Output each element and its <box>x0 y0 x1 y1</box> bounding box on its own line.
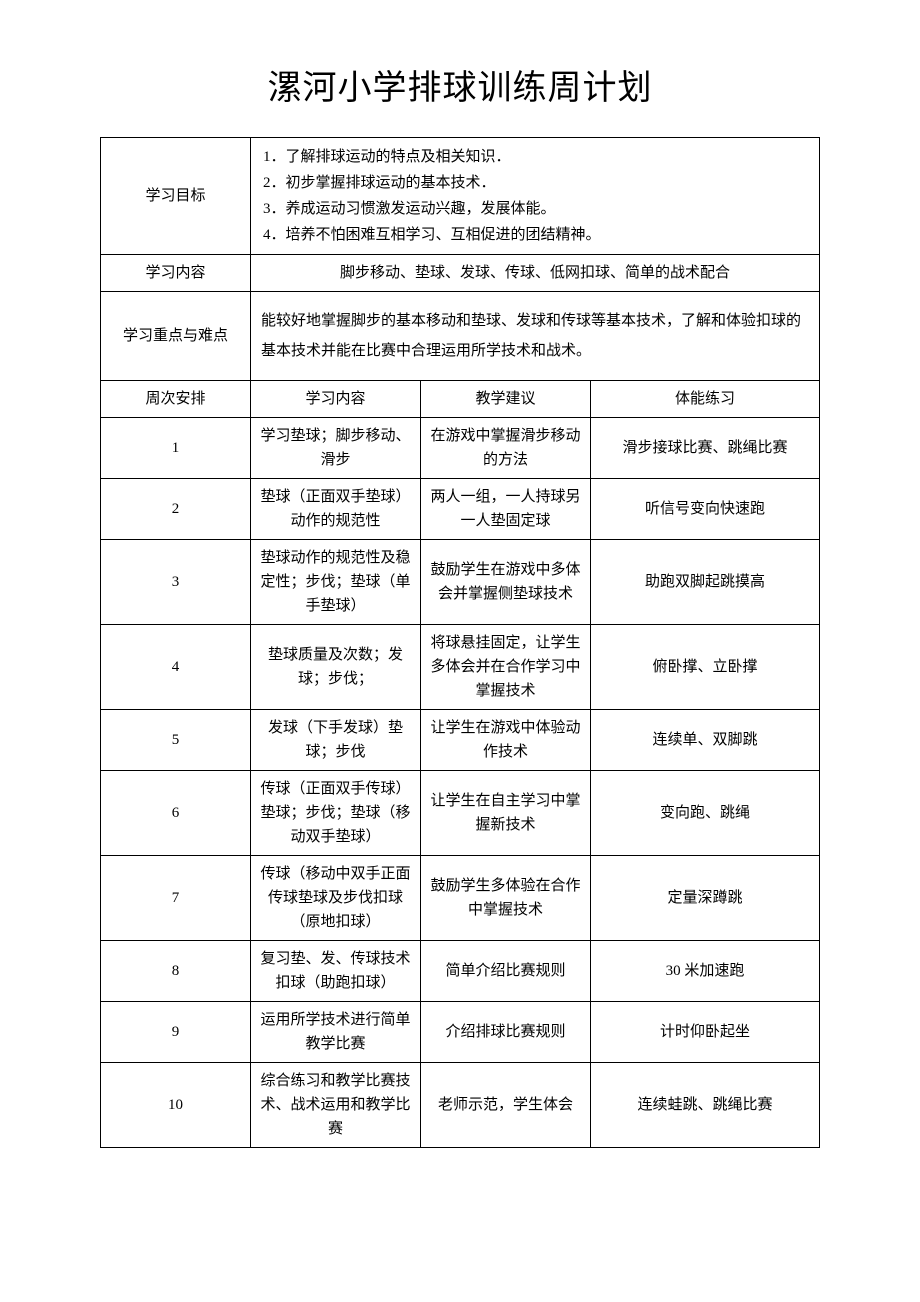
goals-cell: 1．了解排球运动的特点及相关知识． 2．初步掌握排球运动的基本技术． 3．养成运… <box>251 138 820 255</box>
goal-item: 2．初步掌握排球运动的基本技术． <box>263 170 811 196</box>
suggestion-cell: 简单介绍比赛规则 <box>421 941 591 1002</box>
content-row: 学习内容 脚步移动、垫球、发球、传球、低网扣球、简单的战术配合 <box>101 255 820 292</box>
table-row: 1 学习垫球；脚步移动、滑步 在游戏中掌握滑步移动的方法 滑步接球比赛、跳绳比赛 <box>101 418 820 479</box>
week-cell: 9 <box>101 1002 251 1063</box>
header-suggestion: 教学建议 <box>421 381 591 418</box>
exercise-cell: 听信号变向快速跑 <box>591 479 820 540</box>
exercise-cell: 俯卧撑、立卧撑 <box>591 625 820 710</box>
goal-item: 4．培养不怕困难互相学习、互相促进的团结精神。 <box>263 222 811 248</box>
week-cell: 6 <box>101 771 251 856</box>
content-cell: 垫球动作的规范性及稳定性；步伐；垫球（单手垫球） <box>251 540 421 625</box>
content-cell: 脚步移动、垫球、发球、传球、低网扣球、简单的战术配合 <box>251 255 820 292</box>
exercise-cell: 连续蛙跳、跳绳比赛 <box>591 1063 820 1148</box>
week-cell: 10 <box>101 1063 251 1148</box>
content-cell: 运用所学技术进行简单教学比赛 <box>251 1002 421 1063</box>
goals-row: 学习目标 1．了解排球运动的特点及相关知识． 2．初步掌握排球运动的基本技术． … <box>101 138 820 255</box>
week-cell: 3 <box>101 540 251 625</box>
table-row: 9 运用所学技术进行简单教学比赛 介绍排球比赛规则 计时仰卧起坐 <box>101 1002 820 1063</box>
table-row: 3 垫球动作的规范性及稳定性；步伐；垫球（单手垫球） 鼓励学生在游戏中多体会并掌… <box>101 540 820 625</box>
exercise-cell: 计时仰卧起坐 <box>591 1002 820 1063</box>
suggestion-cell: 介绍排球比赛规则 <box>421 1002 591 1063</box>
week-cell: 7 <box>101 856 251 941</box>
goals-label: 学习目标 <box>101 138 251 255</box>
table-row: 6 传球（正面双手传球）垫球；步伐；垫球（移动双手垫球） 让学生在自主学习中掌握… <box>101 771 820 856</box>
content-cell: 学习垫球；脚步移动、滑步 <box>251 418 421 479</box>
table-row: 2 垫球（正面双手垫球）动作的规范性 两人一组，一人持球另一人垫固定球 听信号变… <box>101 479 820 540</box>
suggestion-cell: 将球悬挂固定，让学生多体会并在合作学习中掌握技术 <box>421 625 591 710</box>
difficulties-cell: 能较好地掌握脚步的基本移动和垫球、发球和传球等基本技术，了解和体验扣球的基本技术… <box>251 292 820 381</box>
suggestion-cell: 让学生在自主学习中掌握新技术 <box>421 771 591 856</box>
week-cell: 2 <box>101 479 251 540</box>
week-cell: 1 <box>101 418 251 479</box>
table-row: 8 复习垫、发、传球技术扣球（助跑扣球） 简单介绍比赛规则 30 米加速跑 <box>101 941 820 1002</box>
goal-item: 3．养成运动习惯激发运动兴趣，发展体能。 <box>263 196 811 222</box>
suggestion-cell: 鼓励学生多体验在合作中掌握技术 <box>421 856 591 941</box>
week-cell: 4 <box>101 625 251 710</box>
table-row: 5 发球（下手发球）垫球；步伐 让学生在游戏中体验动作技术 连续单、双脚跳 <box>101 710 820 771</box>
suggestion-cell: 让学生在游戏中体验动作技术 <box>421 710 591 771</box>
content-cell: 垫球质量及次数；发球；步伐； <box>251 625 421 710</box>
exercise-cell: 定量深蹲跳 <box>591 856 820 941</box>
page-title: 漯河小学排球训练周计划 <box>100 60 820 109</box>
exercise-cell: 变向跑、跳绳 <box>591 771 820 856</box>
week-cell: 8 <box>101 941 251 1002</box>
week-cell: 5 <box>101 710 251 771</box>
suggestion-cell: 两人一组，一人持球另一人垫固定球 <box>421 479 591 540</box>
schedule-header-row: 周次安排 学习内容 教学建议 体能练习 <box>101 381 820 418</box>
content-cell: 传球（移动中双手正面传球垫球及步伐扣球（原地扣球） <box>251 856 421 941</box>
exercise-cell: 助跑双脚起跳摸高 <box>591 540 820 625</box>
content-cell: 传球（正面双手传球）垫球；步伐；垫球（移动双手垫球） <box>251 771 421 856</box>
table-row: 7 传球（移动中双手正面传球垫球及步伐扣球（原地扣球） 鼓励学生多体验在合作中掌… <box>101 856 820 941</box>
document-page: 漯河小学排球训练周计划 学习目标 1．了解排球运动的特点及相关知识． 2．初步掌… <box>0 0 920 1302</box>
plan-table: 学习目标 1．了解排球运动的特点及相关知识． 2．初步掌握排球运动的基本技术． … <box>100 137 820 1148</box>
content-cell: 垫球（正面双手垫球）动作的规范性 <box>251 479 421 540</box>
difficulties-row: 学习重点与难点 能较好地掌握脚步的基本移动和垫球、发球和传球等基本技术，了解和体… <box>101 292 820 381</box>
suggestion-cell: 在游戏中掌握滑步移动的方法 <box>421 418 591 479</box>
exercise-cell: 滑步接球比赛、跳绳比赛 <box>591 418 820 479</box>
table-row: 10 综合练习和教学比赛技术、战术运用和教学比赛 老师示范，学生体会 连续蛙跳、… <box>101 1063 820 1148</box>
header-exercise: 体能练习 <box>591 381 820 418</box>
content-cell: 复习垫、发、传球技术扣球（助跑扣球） <box>251 941 421 1002</box>
exercise-cell: 30 米加速跑 <box>591 941 820 1002</box>
header-week: 周次安排 <box>101 381 251 418</box>
difficulties-label: 学习重点与难点 <box>101 292 251 381</box>
exercise-cell: 连续单、双脚跳 <box>591 710 820 771</box>
content-label: 学习内容 <box>101 255 251 292</box>
goal-item: 1．了解排球运动的特点及相关知识． <box>263 144 811 170</box>
suggestion-cell: 老师示范，学生体会 <box>421 1063 591 1148</box>
content-cell: 发球（下手发球）垫球；步伐 <box>251 710 421 771</box>
header-content: 学习内容 <box>251 381 421 418</box>
suggestion-cell: 鼓励学生在游戏中多体会并掌握侧垫球技术 <box>421 540 591 625</box>
table-row: 4 垫球质量及次数；发球；步伐； 将球悬挂固定，让学生多体会并在合作学习中掌握技… <box>101 625 820 710</box>
content-cell: 综合练习和教学比赛技术、战术运用和教学比赛 <box>251 1063 421 1148</box>
